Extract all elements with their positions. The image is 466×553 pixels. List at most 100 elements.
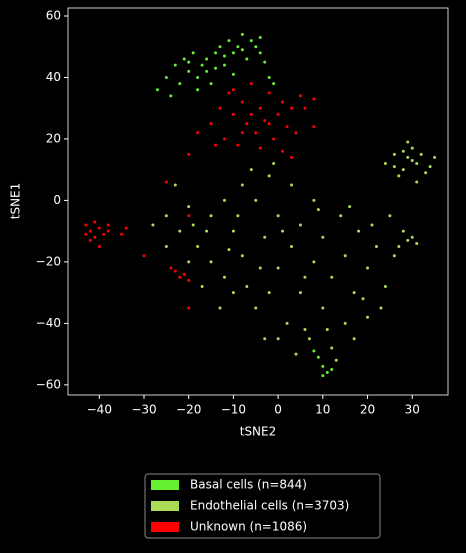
point [187,278,191,282]
point [312,125,316,129]
point [173,63,177,67]
point [205,57,209,61]
point [272,137,276,141]
point [245,122,249,126]
point [312,97,316,101]
point [187,60,191,64]
point [187,306,191,310]
x-tick-label: 0 [274,403,282,417]
point [205,69,209,73]
point [415,241,419,245]
point [428,165,432,169]
point [298,291,302,295]
point [339,214,343,218]
point [290,245,294,249]
point [164,180,168,184]
point [236,214,240,218]
x-tick-label: −40 [87,403,112,417]
point [187,214,191,218]
y-tick-label: −20 [36,254,61,268]
point [401,168,405,172]
point [298,223,302,227]
point [276,337,280,341]
point [267,291,271,295]
point [240,32,244,36]
point [401,229,405,233]
point [218,106,222,110]
point [93,220,97,224]
point [231,291,235,295]
point [205,229,209,233]
point [249,168,253,172]
point [231,229,235,233]
point [321,374,325,378]
point [316,355,320,359]
point [357,229,361,233]
y-tick-label: 60 [46,8,61,22]
x-tick-label: −20 [176,403,201,417]
point [254,306,258,310]
point [258,266,262,270]
point [330,275,334,279]
point [321,306,325,310]
point [294,131,298,135]
point [401,149,405,153]
x-tick-label: −30 [131,403,156,417]
point [370,223,374,227]
point [84,223,88,227]
point [214,66,218,70]
y-tick-label: 20 [46,131,61,145]
point [97,245,101,249]
point [267,122,271,126]
point [173,269,177,273]
point [164,214,168,218]
point [281,100,285,104]
point [196,245,200,249]
point [178,229,182,233]
point [164,245,168,249]
point [258,36,262,40]
point [120,232,124,236]
point [214,51,218,55]
point [196,75,200,79]
point [366,266,370,270]
point [290,155,294,159]
point [196,131,200,135]
point [231,72,235,76]
point [209,122,213,126]
point [191,51,195,55]
legend-box [144,473,381,539]
point [410,158,414,162]
point [267,75,271,79]
point [281,229,285,233]
point [258,106,262,110]
y-tick-label: −40 [36,316,61,330]
point [263,337,267,341]
point [334,358,338,362]
point [392,165,396,169]
point [303,275,307,279]
point [383,162,387,166]
point [276,266,280,270]
point [388,214,392,218]
point [406,155,410,159]
point [231,112,235,116]
y-tick-label: 0 [53,193,61,207]
point [392,254,396,258]
point [290,183,294,187]
point [249,39,253,43]
point [142,254,146,258]
point [218,306,222,310]
point [419,152,423,156]
point [348,205,352,209]
point [392,152,396,156]
point [383,284,387,288]
x-tick-label: 30 [405,403,420,417]
point [245,284,249,288]
point [330,346,334,350]
point [366,315,370,319]
point [433,155,437,159]
